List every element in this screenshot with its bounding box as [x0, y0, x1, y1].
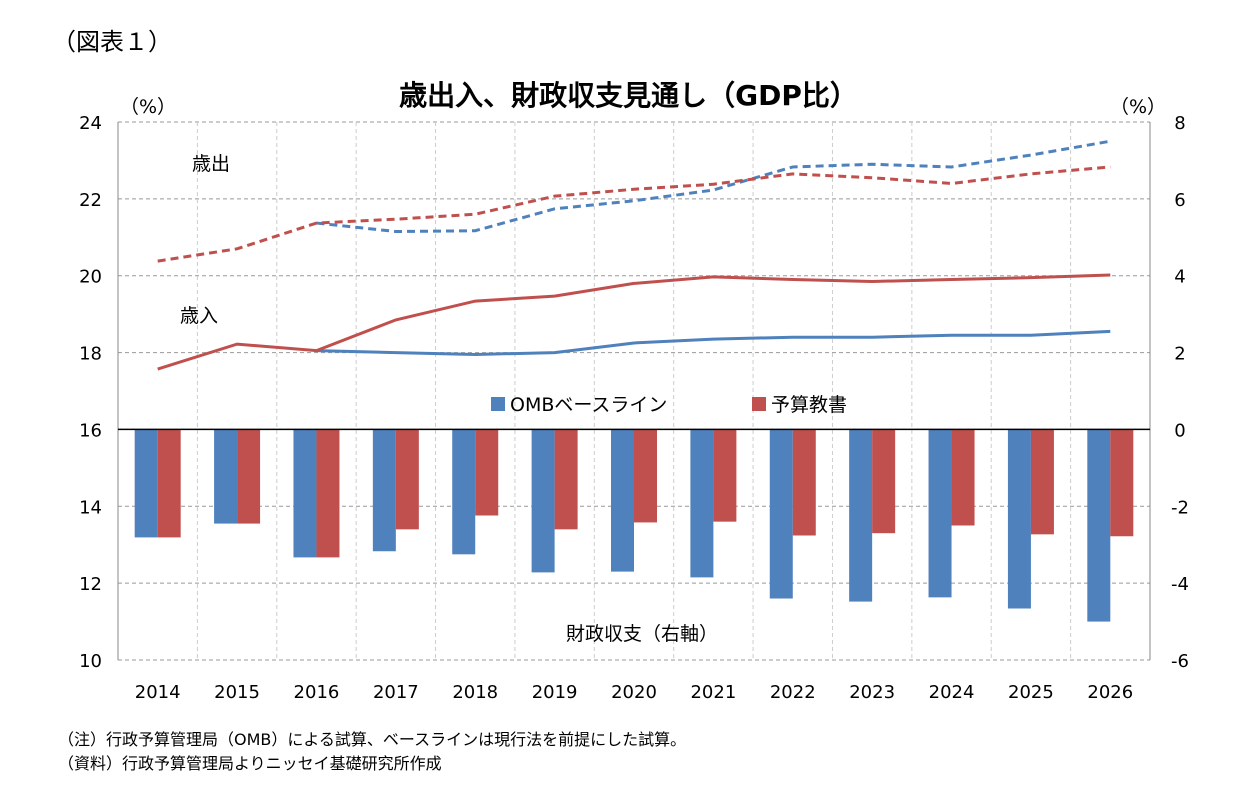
note-text: （注）行政予算管理局（OMB）による試算、ベースラインは現行法を前提にした試算。: [58, 730, 687, 749]
x-axis-tick-label: 2015: [214, 682, 260, 703]
left-axis-tick-label: 12: [79, 574, 102, 595]
right-axis-unit: （%）: [1110, 96, 1167, 118]
annotation-balance: 財政収支（右軸）: [566, 623, 718, 645]
bar-omb: [1087, 429, 1111, 622]
bar-omb: [293, 429, 317, 558]
x-axis-tick-label: 2016: [294, 682, 340, 703]
right-axis-tick-label: 6: [1174, 190, 1185, 211]
bar-omb: [452, 429, 476, 555]
bar-budget: [872, 429, 896, 534]
bar-budget: [1110, 429, 1134, 537]
right-axis-tick-label: -6: [1171, 651, 1189, 672]
bar-budget: [475, 429, 499, 516]
legend-label-omb: OMBベースライン: [510, 394, 667, 416]
right-axis-tick-label: -4: [1171, 574, 1189, 595]
x-axis-tick-label: 2024: [929, 682, 975, 703]
bar-omb: [214, 429, 238, 524]
x-axis-tick-label: 2021: [690, 682, 736, 703]
legend-swatch-omb: [491, 397, 505, 411]
x-axis-tick-label: 2019: [532, 682, 578, 703]
figure-label: （図表１）: [52, 28, 172, 56]
x-axis-tick-label: 2020: [611, 682, 657, 703]
left-axis-tick-label: 14: [79, 497, 102, 518]
bar-omb: [134, 429, 158, 538]
left-axis-tick-label: 16: [79, 420, 102, 441]
bar-budget: [316, 429, 340, 558]
line-outlays-omb: [316, 139, 1111, 234]
right-axis-tick-label: 2: [1174, 344, 1185, 365]
bar-budget: [792, 429, 816, 536]
annotation-revenues: 歳入: [180, 305, 218, 327]
right-axis-tick-label: 8: [1174, 113, 1185, 134]
x-axis-tick-label: 2025: [1008, 682, 1054, 703]
x-axis-tick-label: 2026: [1087, 682, 1133, 703]
legend-swatch-budget: [752, 397, 766, 411]
left-axis-tick-label: 22: [79, 190, 102, 211]
bar-budget: [713, 429, 737, 522]
bar-budget: [951, 429, 975, 526]
right-axis-tick-label: 0: [1174, 420, 1185, 441]
left-axis-unit: （%）: [120, 96, 177, 118]
bar-omb: [372, 429, 396, 552]
bar-omb: [928, 429, 952, 598]
left-axis-tick-label: 18: [79, 344, 102, 365]
bar-omb: [769, 429, 793, 599]
bar-budget: [157, 429, 181, 538]
x-axis-tick-label: 2023: [849, 682, 895, 703]
left-axis-tick-label: 10: [79, 651, 102, 672]
left-axis-tick-label: 20: [79, 267, 102, 288]
chart-title: 歳出入、財政収支見通し（GDP比）: [399, 79, 858, 112]
line-revenues-omb: [316, 329, 1111, 356]
bar-omb: [690, 429, 714, 578]
bar-budget: [554, 429, 578, 530]
line-outlays-budget: [157, 165, 1111, 263]
line-revenues-budget: [157, 273, 1111, 371]
bar-budget: [634, 429, 657, 523]
bar-budget: [1030, 429, 1054, 535]
x-axis-tick-label: 2017: [373, 682, 419, 703]
bar-budget: [395, 429, 419, 530]
bar-omb: [1007, 429, 1031, 609]
x-axis-tick-label: 2022: [770, 682, 816, 703]
right-axis-tick-label: -2: [1171, 497, 1189, 518]
x-axis-tick-label: 2018: [452, 682, 498, 703]
legend-label-budget: 予算教書: [771, 394, 847, 416]
bar-omb: [849, 429, 873, 602]
bar-omb: [611, 429, 634, 572]
annotation-outlays: 歳出: [192, 153, 230, 175]
right-axis-tick-label: 4: [1174, 267, 1185, 288]
source-text: （資料）行政予算管理局よりニッセイ基礎研究所作成: [58, 754, 442, 773]
bar-omb: [531, 429, 555, 573]
left-axis-tick-label: 24: [79, 113, 102, 134]
x-axis-tick-label: 2014: [135, 682, 181, 703]
bar-budget: [237, 429, 261, 524]
